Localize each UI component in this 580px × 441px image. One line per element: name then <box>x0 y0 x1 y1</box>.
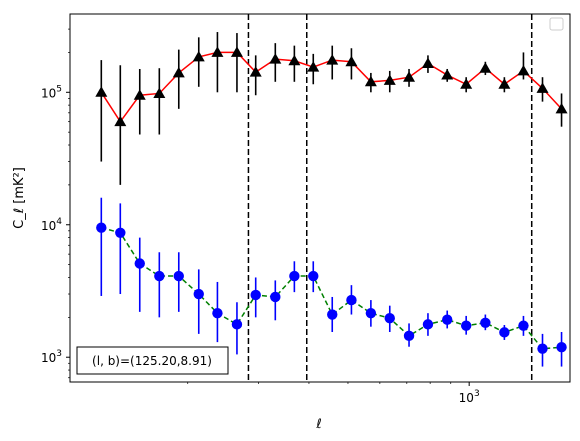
circle-series-point <box>537 343 548 354</box>
legend-box <box>549 17 564 31</box>
triangle-series-point <box>288 54 301 66</box>
annotation: (l, b)=(125.20,8.91) <box>76 346 229 375</box>
triangle-series-point <box>517 64 530 76</box>
y-tick-label: 105 <box>41 84 62 100</box>
triangle-series-point <box>114 115 127 127</box>
triangle-series-point <box>460 78 473 89</box>
circle-series-point <box>270 291 281 303</box>
circle-series-point <box>212 307 223 319</box>
triangle-series-point <box>536 82 549 93</box>
circle-series-point <box>231 319 243 330</box>
lines-layer <box>100 14 563 382</box>
legend <box>549 17 564 31</box>
x-tick-label: 103 <box>459 389 480 405</box>
circle-series-point <box>403 330 415 342</box>
circle-series-point <box>480 317 491 328</box>
triangle-series-point <box>383 74 396 85</box>
circle-series-point <box>442 314 453 325</box>
circle-series-point <box>289 270 300 282</box>
ticks-layer: 103 104 105 103 <box>41 28 480 405</box>
circle-series-point <box>422 319 434 330</box>
triangle-series-point <box>345 55 358 67</box>
triangle-series-point <box>421 57 434 68</box>
triangle-series-point <box>364 75 377 87</box>
triangle-series-point <box>326 54 339 65</box>
circle-series-point <box>499 327 510 338</box>
markers-layer <box>95 46 568 354</box>
circle-series-point <box>460 320 472 331</box>
circle-series-point <box>115 227 126 238</box>
triangle-series-point <box>441 69 454 80</box>
circle-series-point <box>518 320 529 331</box>
circle-series-point <box>346 294 357 306</box>
triangle-series-point <box>230 46 243 57</box>
x-axis-label: ℓ <box>315 417 321 432</box>
triangle-series-point <box>307 61 320 72</box>
circle-series-line <box>101 226 562 350</box>
triangle-series-point <box>192 50 205 62</box>
circle-series-point <box>154 270 165 282</box>
y-tick-label: 103 <box>41 349 62 365</box>
triangle-series-point <box>498 78 511 89</box>
y-tick-label: 104 <box>41 217 62 233</box>
plot-frame <box>69 13 571 383</box>
triangle-series-point <box>211 46 224 57</box>
circle-series-point <box>365 307 377 319</box>
annotation-box <box>76 346 229 375</box>
triangle-series-point <box>133 89 146 100</box>
triangle-series-point <box>172 66 185 78</box>
circle-series-point <box>173 270 184 282</box>
circle-series-point <box>556 342 567 353</box>
triangle-series-point <box>555 102 568 114</box>
triangle-series-point <box>153 87 166 98</box>
triangle-series-point <box>269 53 282 64</box>
circle-series-point <box>193 288 204 300</box>
triangle-series-point <box>403 71 416 82</box>
triangle-series-point <box>249 66 262 77</box>
circle-series-point <box>327 309 338 320</box>
circle-series-point <box>250 289 261 301</box>
circle-series-point <box>134 258 145 269</box>
y-axis-label: C_ℓ [mK²] <box>12 167 27 229</box>
triangle-series-point <box>479 62 492 73</box>
triangle-series-point <box>95 86 108 97</box>
annotation-text: (l, b)=(125.20,8.91) <box>92 354 212 368</box>
circle-series-point <box>96 222 107 233</box>
circle-series-point <box>308 270 319 282</box>
circle-series-point <box>384 313 395 324</box>
